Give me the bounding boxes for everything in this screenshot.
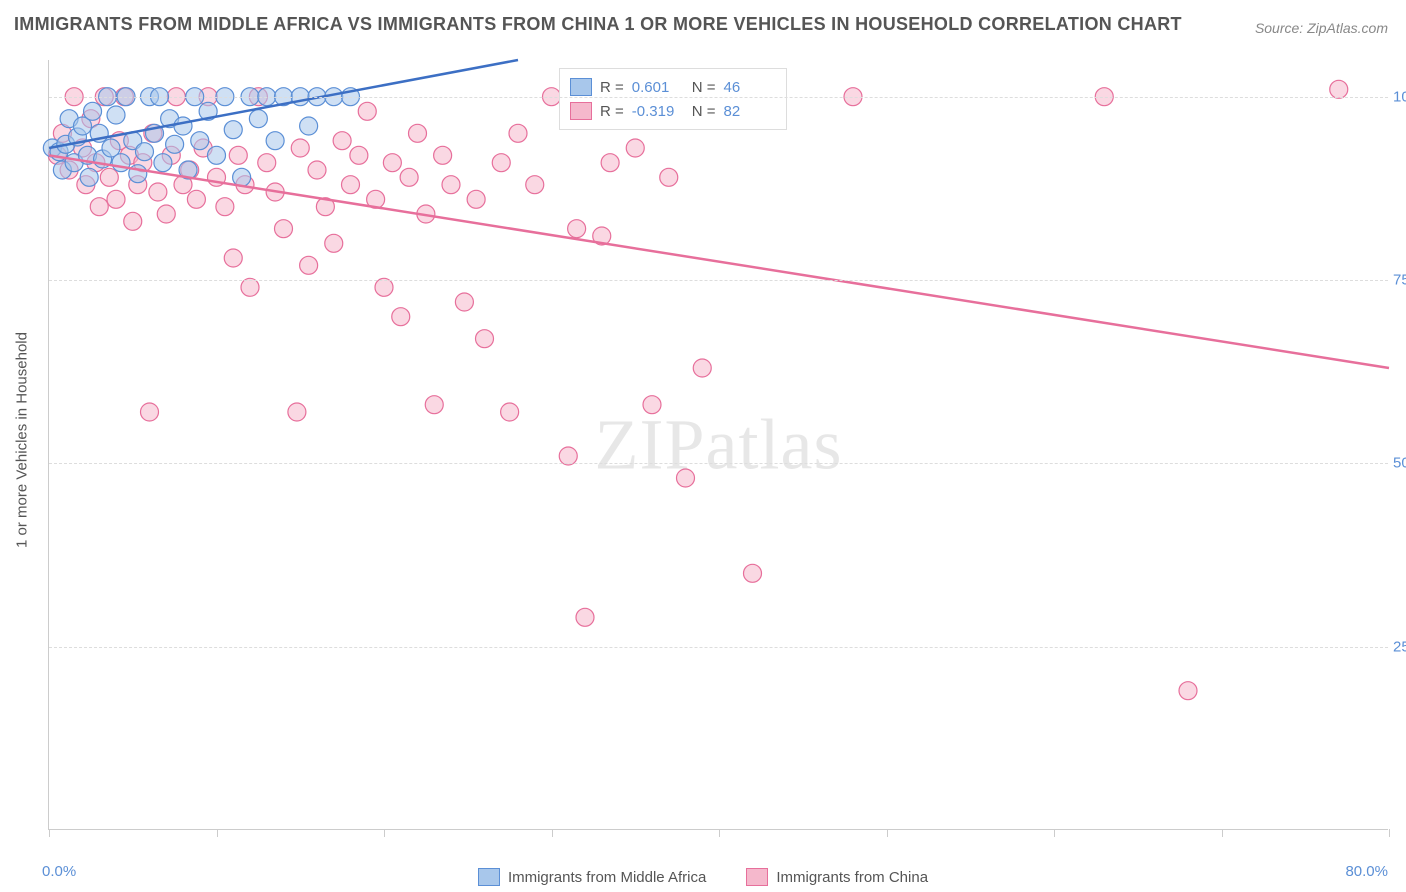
gridline-h: [49, 280, 1388, 281]
legend-n-value-0: 46: [724, 79, 776, 96]
x-tick-label-max: 80.0%: [1345, 863, 1388, 880]
bottom-legend-label-0: Immigrants from Middle Africa: [508, 869, 706, 886]
x-tick: [552, 829, 553, 837]
legend-n-label: N =: [692, 79, 716, 96]
x-tick: [887, 829, 888, 837]
y-tick-label: 100.0%: [1393, 88, 1406, 105]
x-tick: [217, 829, 218, 837]
x-tick-label-min: 0.0%: [42, 863, 76, 880]
legend-n-label: N =: [692, 103, 716, 120]
legend-r-value-1: -0.319: [632, 103, 684, 120]
legend-n-value-1: 82: [724, 103, 776, 120]
bottom-legend-item-1: Immigrants from China: [746, 868, 928, 886]
y-tick-label: 50.0%: [1393, 455, 1406, 472]
x-tick: [384, 829, 385, 837]
source-attribution: Source: ZipAtlas.com: [1255, 20, 1388, 36]
y-tick-label: 75.0%: [1393, 272, 1406, 289]
x-tick: [1054, 829, 1055, 837]
x-tick: [49, 829, 50, 837]
bottom-legend-item-0: Immigrants from Middle Africa: [478, 868, 706, 886]
bottom-legend: Immigrants from Middle Africa Immigrants…: [0, 868, 1406, 886]
y-tick-label: 25.0%: [1393, 638, 1406, 655]
bottom-legend-swatch-1: [746, 868, 768, 886]
legend-swatch-0: [570, 78, 592, 96]
x-tick: [1389, 829, 1390, 837]
legend-row-series-1: R = -0.319 N = 82: [570, 99, 776, 123]
legend-swatch-1: [570, 102, 592, 120]
bottom-legend-label-1: Immigrants from China: [776, 869, 928, 886]
gridline-h: [49, 463, 1388, 464]
x-tick: [1222, 829, 1223, 837]
scatter-plot-svg: [49, 60, 1388, 829]
legend-r-label: R =: [600, 103, 624, 120]
legend-row-series-0: R = 0.601 N = 46: [570, 75, 776, 99]
bottom-legend-swatch-0: [478, 868, 500, 886]
chart-title: IMMIGRANTS FROM MIDDLE AFRICA VS IMMIGRA…: [14, 14, 1182, 35]
gridline-h: [49, 97, 1388, 98]
gridline-h: [49, 647, 1388, 648]
x-tick: [719, 829, 720, 837]
y-axis-label: 1 or more Vehicles in Household: [14, 332, 31, 548]
legend-r-label: R =: [600, 79, 624, 96]
correlation-legend: R = 0.601 N = 46 R = -0.319 N = 82: [559, 68, 787, 130]
plot-area: ZIPatlas R = 0.601 N = 46 R = -0.319 N =…: [48, 60, 1388, 830]
legend-r-value-0: 0.601: [632, 79, 684, 96]
